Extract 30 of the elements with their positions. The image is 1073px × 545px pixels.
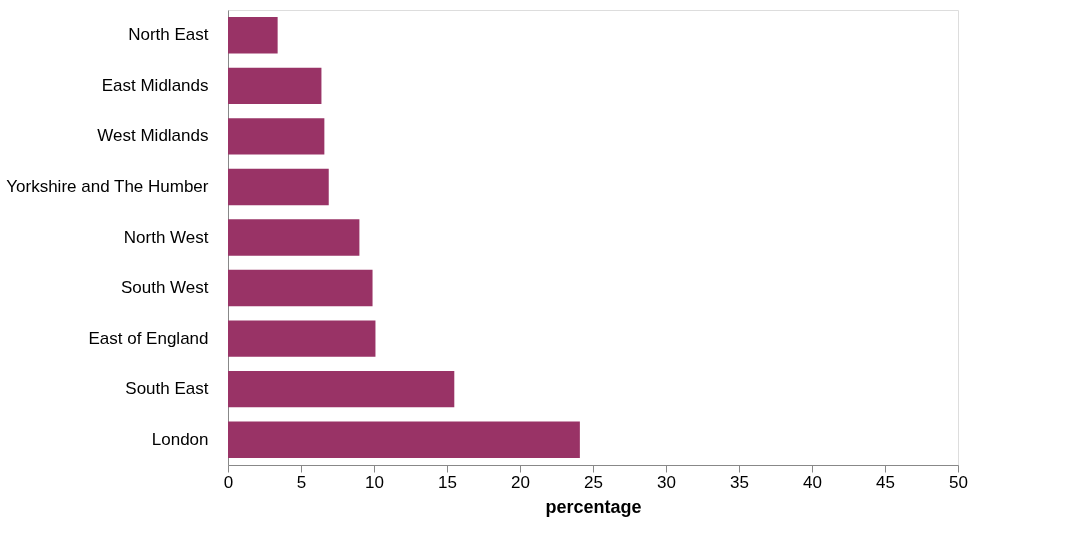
x-tick-label: 40 bbox=[803, 472, 822, 492]
x-axis-title: percentage bbox=[545, 496, 642, 517]
x-tick-label: 10 bbox=[365, 472, 384, 492]
bar bbox=[228, 118, 325, 155]
y-tick-label: East of England bbox=[88, 328, 209, 348]
bar bbox=[228, 320, 376, 357]
bar bbox=[228, 17, 278, 54]
y-tick-label: West Midlands bbox=[97, 126, 209, 146]
y-tick-label: North West bbox=[123, 227, 209, 247]
y-tick-label: South West bbox=[120, 278, 209, 298]
x-tick-label: 50 bbox=[949, 472, 968, 492]
bar bbox=[228, 421, 580, 458]
bar bbox=[228, 168, 329, 206]
x-tick-label: 35 bbox=[730, 472, 749, 492]
bar bbox=[228, 370, 455, 408]
x-tick-label: 15 bbox=[438, 472, 457, 492]
x-tick-label: 30 bbox=[657, 472, 676, 492]
y-tick-label: Yorkshire and The Humber bbox=[6, 176, 209, 196]
bar bbox=[228, 219, 360, 256]
bar bbox=[228, 67, 322, 105]
y-tick-label: South East bbox=[125, 379, 209, 399]
x-tick-label: 5 bbox=[296, 472, 307, 492]
y-tick-label: London bbox=[151, 429, 209, 449]
x-tick-label: 0 bbox=[223, 472, 234, 492]
y-tick-label: North East bbox=[128, 25, 209, 45]
y-tick-label: East Midlands bbox=[101, 75, 209, 95]
bar bbox=[228, 269, 373, 307]
x-tick-label: 25 bbox=[584, 472, 603, 492]
x-tick-label: 20 bbox=[511, 472, 530, 492]
x-tick-label: 45 bbox=[876, 472, 895, 492]
